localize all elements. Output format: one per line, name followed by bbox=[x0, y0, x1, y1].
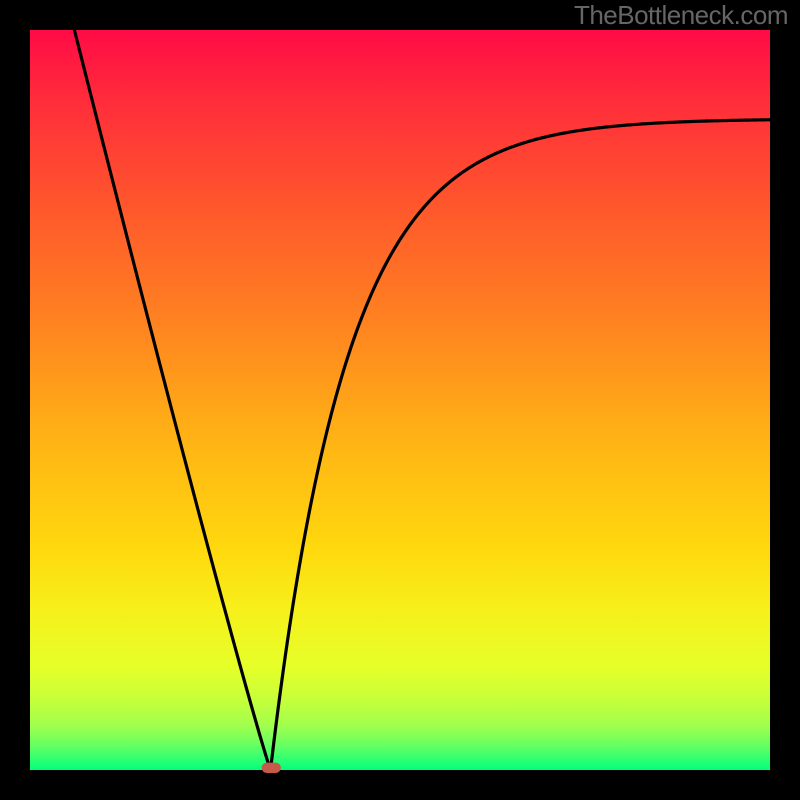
plot-background bbox=[30, 30, 770, 770]
bottleneck-chart bbox=[0, 0, 800, 800]
chart-container: TheBottleneck.com bbox=[0, 0, 800, 800]
minimum-marker bbox=[262, 763, 281, 773]
